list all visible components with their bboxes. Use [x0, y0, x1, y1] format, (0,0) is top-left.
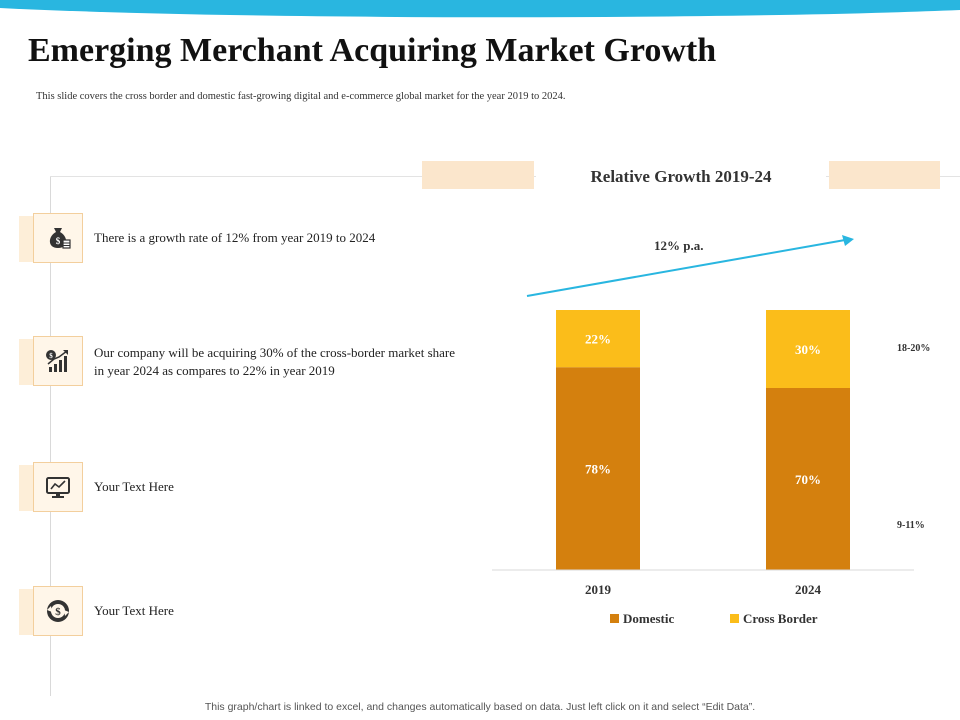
- item-text: Our company will be acquiring 30% of the…: [94, 345, 455, 378]
- x-tick-label: 2019: [585, 582, 612, 597]
- cross-border-range-label: 18-20%: [897, 343, 930, 354]
- money-bag-icon: $: [33, 213, 83, 263]
- title-decoration-right: [829, 161, 940, 189]
- top-wave-decoration: [0, 0, 960, 18]
- bar-cross-border-2019: [556, 310, 640, 368]
- growth-annotation: 12% p.a.: [654, 238, 703, 253]
- frame-line-vertical: [50, 176, 51, 696]
- icon-frame: $: [19, 213, 83, 263]
- legend-swatch: [730, 614, 739, 623]
- monitor-chart-icon: [33, 462, 83, 512]
- bar-domestic-2019: [556, 367, 640, 570]
- bar-domestic-2024: [766, 388, 850, 570]
- icon-frame: [19, 462, 83, 512]
- growth-chart-icon: $: [33, 336, 83, 386]
- x-tick-label: 2024: [795, 582, 822, 597]
- legend-label: Cross Border: [743, 611, 818, 626]
- data-label: 70%: [795, 472, 821, 487]
- legend-label: Domestic: [623, 611, 674, 626]
- item-text: There is a growth rate of 12% from year …: [94, 230, 376, 245]
- domestic-range-label: 9-11%: [897, 520, 925, 531]
- item-text: Your Text Here: [94, 479, 174, 494]
- bar-cross-border-2024: [766, 310, 850, 388]
- title-decoration-left: [422, 161, 534, 189]
- icon-frame: $: [19, 336, 83, 386]
- data-label: 78%: [585, 462, 611, 477]
- item-text: Your Text Here: [94, 603, 174, 618]
- svg-text:$: $: [55, 606, 61, 618]
- footer-note: This graph/chart is linked to excel, and…: [204, 701, 756, 713]
- page-title: Emerging Merchant Acquiring Market Growt…: [28, 32, 717, 69]
- legend-swatch: [610, 614, 619, 623]
- svg-text:$: $: [56, 236, 61, 246]
- icon-frame: $: [19, 586, 83, 636]
- svg-text:$: $: [49, 352, 53, 360]
- dollar-cycle-icon: $: [33, 586, 83, 636]
- chart-title: Relative Growth 2019-24: [536, 160, 826, 194]
- page-subtitle: This slide covers the cross border and d…: [36, 91, 566, 102]
- data-label: 30%: [795, 342, 821, 357]
- data-label: 22%: [585, 332, 611, 347]
- growth-arrow-head: [842, 235, 854, 246]
- growth-arrow-line: [526, 239, 846, 297]
